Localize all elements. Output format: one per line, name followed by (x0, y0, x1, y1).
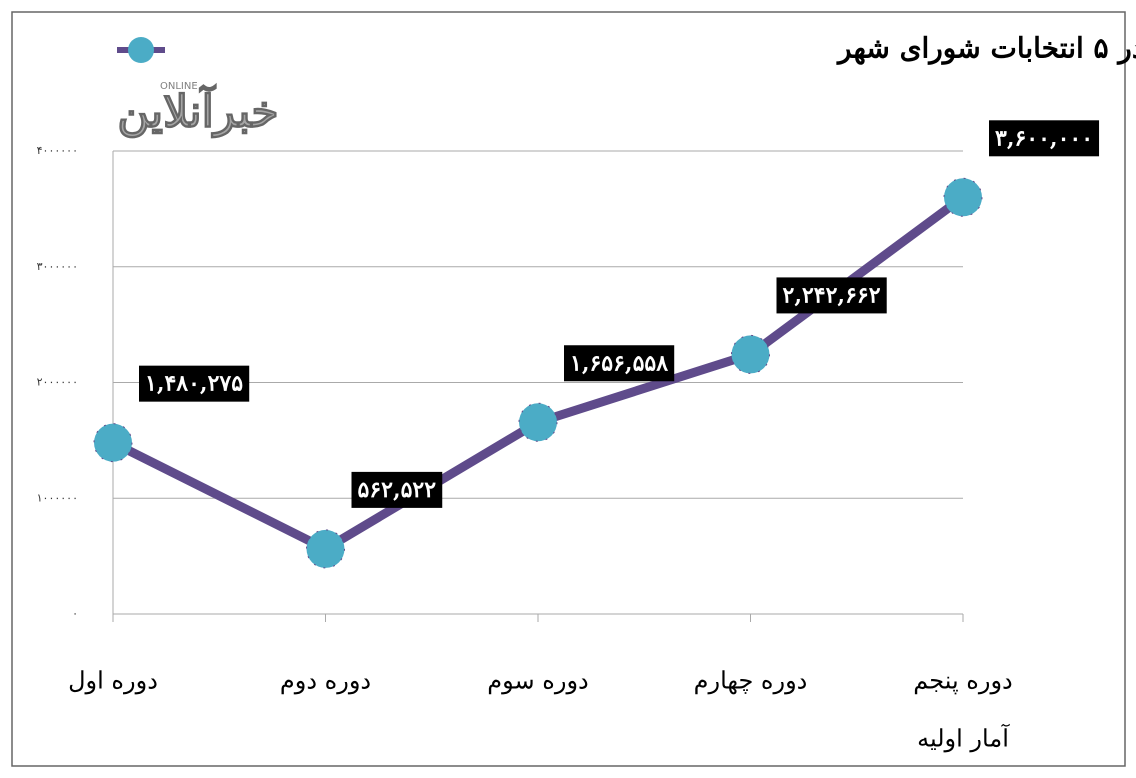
value-label-box (139, 365, 250, 402)
legend-label: میزان مشارکت مردم تهران در ۵ انتخابات شو… (836, 32, 1136, 66)
value-label: ۵۶۲,۵۲۲ (351, 471, 443, 508)
y-tick-label: ۱۰۰۰۰۰۰ (37, 491, 78, 504)
y-tick-label: ۳۰۰۰۰۰۰ (37, 260, 78, 273)
watermark-tag: ONLINE (160, 81, 198, 92)
y-tick-label: ۰ (72, 607, 78, 620)
value-label-text: ۱,۴۸۰,۲۷۵ (145, 371, 243, 397)
x-tick-label: دوره پنجم (913, 667, 1012, 695)
x-tick-label: دوره چهارم (694, 667, 808, 695)
value-label-text: ۲,۲۴۲,۶۶۲ (783, 282, 881, 308)
value-label: ۱,۶۵۶,۵۵۸ (564, 345, 675, 382)
point-marker (943, 177, 983, 217)
value-label-box (564, 345, 675, 382)
y-tick-label: ۴۰۰۰۰۰۰ (37, 144, 78, 157)
value-label: ۲,۲۴۲,۶۶۲ (776, 277, 887, 314)
x-tick-label: دوره دوم (280, 667, 371, 695)
value-label-text: ۵۶۲,۵۲۲ (358, 477, 437, 503)
y-tick-label: ۲۰۰۰۰۰۰ (37, 376, 78, 389)
value-label-box (776, 277, 887, 314)
value-label-box (989, 120, 1100, 157)
value-label-text: ۳,۶۰۰,۰۰۰ (995, 125, 1093, 151)
watermark: ONLINE خبرآنلاین (117, 81, 279, 139)
point-marker (306, 529, 345, 569)
watermark-logo: خبرآنلاین (117, 83, 278, 139)
value-label: ۳,۶۰۰,۰۰۰ (989, 120, 1100, 157)
value-label-box (351, 471, 443, 508)
point-marker (93, 423, 133, 463)
x-tick-label: دوره سوم (487, 667, 588, 695)
point-marker (731, 334, 770, 374)
value-label: ۱,۴۸۰,۲۷۵ (139, 365, 250, 402)
point-marker (518, 402, 558, 442)
x-tick-label: دوره اول (68, 667, 158, 695)
legend-marker (128, 37, 154, 63)
legend: میزان مشارکت مردم تهران در ۵ انتخابات شو… (117, 32, 1136, 66)
annotation: آمار اولیه (917, 724, 1010, 753)
value-label-text: ۱,۶۵۶,۵۵۸ (570, 350, 668, 376)
